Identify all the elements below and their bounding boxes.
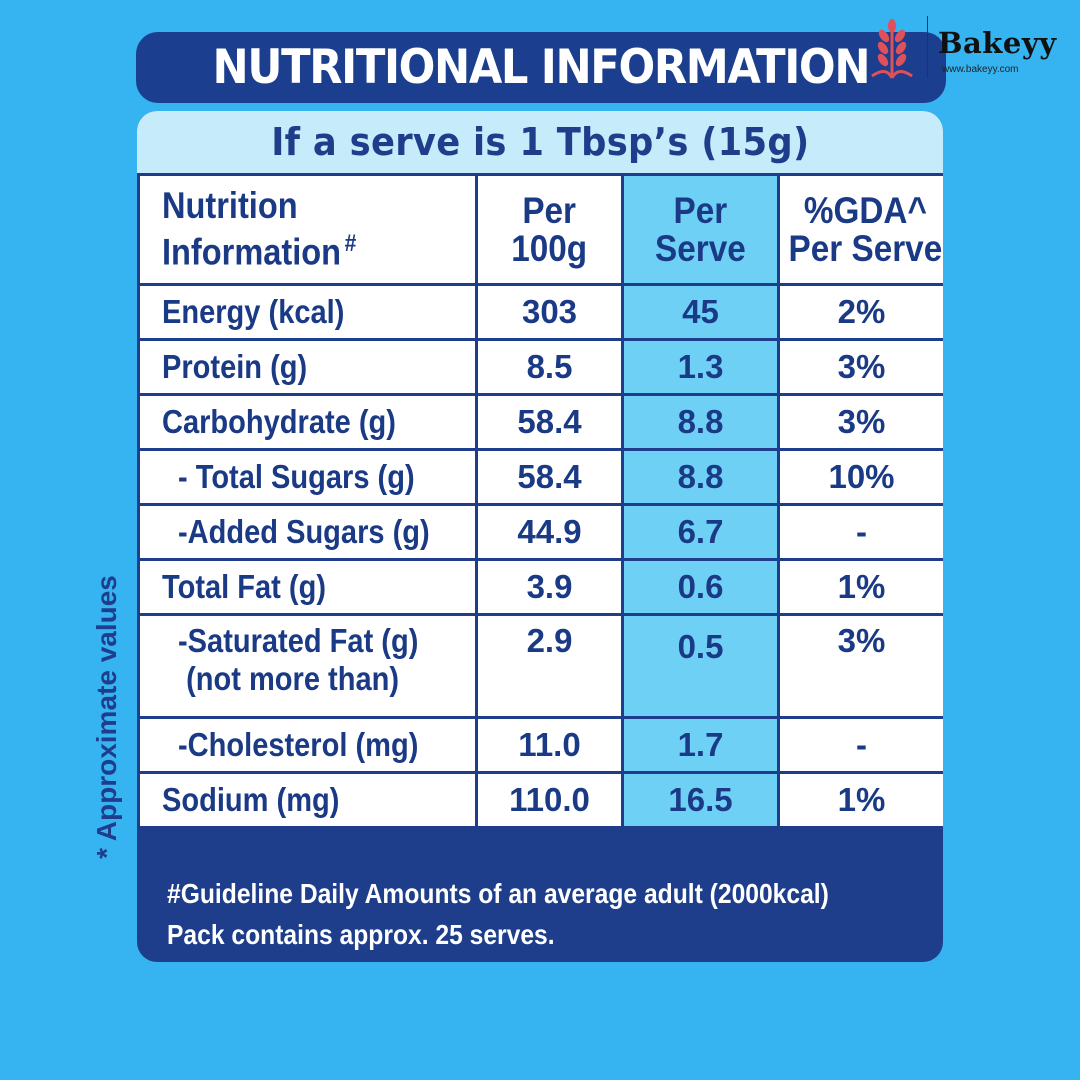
brand-url: www.bakeyy.com <box>942 64 1019 75</box>
logo-divider <box>927 16 928 78</box>
value-per-100g: 8.5 <box>475 338 624 396</box>
value-gda: 3% <box>777 393 943 451</box>
brand-name: Bakeyy <box>938 26 1057 60</box>
nutrient-name: -Cholesterol (mg) <box>137 716 478 774</box>
value-per-serve: 8.8 <box>621 393 780 451</box>
table-row-saturated-fat: -Saturated Fat (g) (not more than) 2.9 0… <box>137 613 943 719</box>
nutrient-name: Sodium (mg) <box>137 771 478 829</box>
table-row-total-fat: Total Fat (g) 3.9 0.6 1% <box>137 558 943 616</box>
nutrient-name: - Total Sugars (g) <box>137 448 478 506</box>
table-row-protein: Protein (g) 8.5 1.3 3% <box>137 338 943 396</box>
value-gda: 2% <box>777 283 943 341</box>
table-row-carbohydrate: Carbohydrate (g) 58.4 8.8 3% <box>137 393 943 451</box>
value-per-serve: 6.7 <box>621 503 780 561</box>
approximate-values-note: * Approximate values <box>91 575 122 859</box>
table-row-added-sugars: -Added Sugars (g) 44.9 6.7 - <box>137 503 943 561</box>
value-gda: - <box>777 716 943 774</box>
value-per-serve: 45 <box>621 283 780 341</box>
serving-size-text: If a serve is 1 Tbsp’s (15g) <box>270 120 810 164</box>
table-row-sodium: Sodium (mg) 110.0 16.5 1% <box>137 771 943 829</box>
value-gda: 10% <box>777 448 943 506</box>
header-per-100g: Per 100g <box>475 173 624 286</box>
brand-logo: Bakeyy www.bakeyy.com <box>862 12 1062 82</box>
value-per-100g: 2.9 <box>475 613 624 719</box>
value-per-100g: 110.0 <box>475 771 624 829</box>
page-title: NUTRITIONAL INFORMATION <box>212 40 871 95</box>
footnotes: #Guideline Daily Amounts of an average a… <box>167 873 829 955</box>
value-gda: - <box>777 503 943 561</box>
nutrient-name: Energy (kcal) <box>137 283 478 341</box>
value-per-100g: 58.4 <box>475 448 624 506</box>
value-gda: 1% <box>777 771 943 829</box>
header-nutrition-information: Nutrition Information # <box>137 173 478 286</box>
value-per-serve: 1.3 <box>621 338 780 396</box>
nutrient-name: -Added Sugars (g) <box>137 503 478 561</box>
serving-size-band: If a serve is 1 Tbsp’s (15g) <box>137 111 943 173</box>
nutrient-name: Protein (g) <box>137 338 478 396</box>
value-per-100g: 3.9 <box>475 558 624 616</box>
wheat-icon <box>871 19 913 79</box>
table-header-row: Nutrition Information # Per 100g Per Serve %… <box>137 173 943 286</box>
value-gda: 3% <box>777 338 943 396</box>
value-per-serve: 1.7 <box>621 716 780 774</box>
value-gda: 1% <box>777 558 943 616</box>
header-gda-per-serve: %GDA^ Per Serve <box>777 173 943 286</box>
nutrient-name: Total Fat (g) <box>137 558 478 616</box>
value-per-serve: 0.6 <box>621 558 780 616</box>
value-gda: 3% <box>777 613 943 719</box>
table-row-cholesterol: -Cholesterol (mg) 11.0 1.7 - <box>137 716 943 774</box>
table-row-total-sugars: - Total Sugars (g) 58.4 8.8 10% <box>137 448 943 506</box>
nutrition-panel: If a serve is 1 Tbsp’s (15g) Nutrition In… <box>137 111 943 962</box>
value-per-serve: 16.5 <box>621 771 780 829</box>
value-per-100g: 11.0 <box>475 716 624 774</box>
footnote-gda: #Guideline Daily Amounts of an average a… <box>167 878 829 909</box>
header-per-serve: Per Serve <box>621 173 780 286</box>
title-banner: NUTRITIONAL INFORMATION <box>136 32 946 103</box>
value-per-serve: 8.8 <box>621 448 780 506</box>
value-per-100g: 58.4 <box>475 393 624 451</box>
footnote-serves: Pack contains approx. 25 serves. <box>167 919 555 950</box>
value-per-serve: 0.5 <box>621 613 780 719</box>
nutrient-name: Carbohydrate (g) <box>137 393 478 451</box>
value-per-100g: 303 <box>475 283 624 341</box>
table-row-energy: Energy (kcal) 303 45 2% <box>137 283 943 341</box>
nutrient-name: -Saturated Fat (g) (not more than) <box>137 613 478 719</box>
nutrition-table: Nutrition Information # Per 100g Per Serve %… <box>137 173 943 829</box>
value-per-100g: 44.9 <box>475 503 624 561</box>
